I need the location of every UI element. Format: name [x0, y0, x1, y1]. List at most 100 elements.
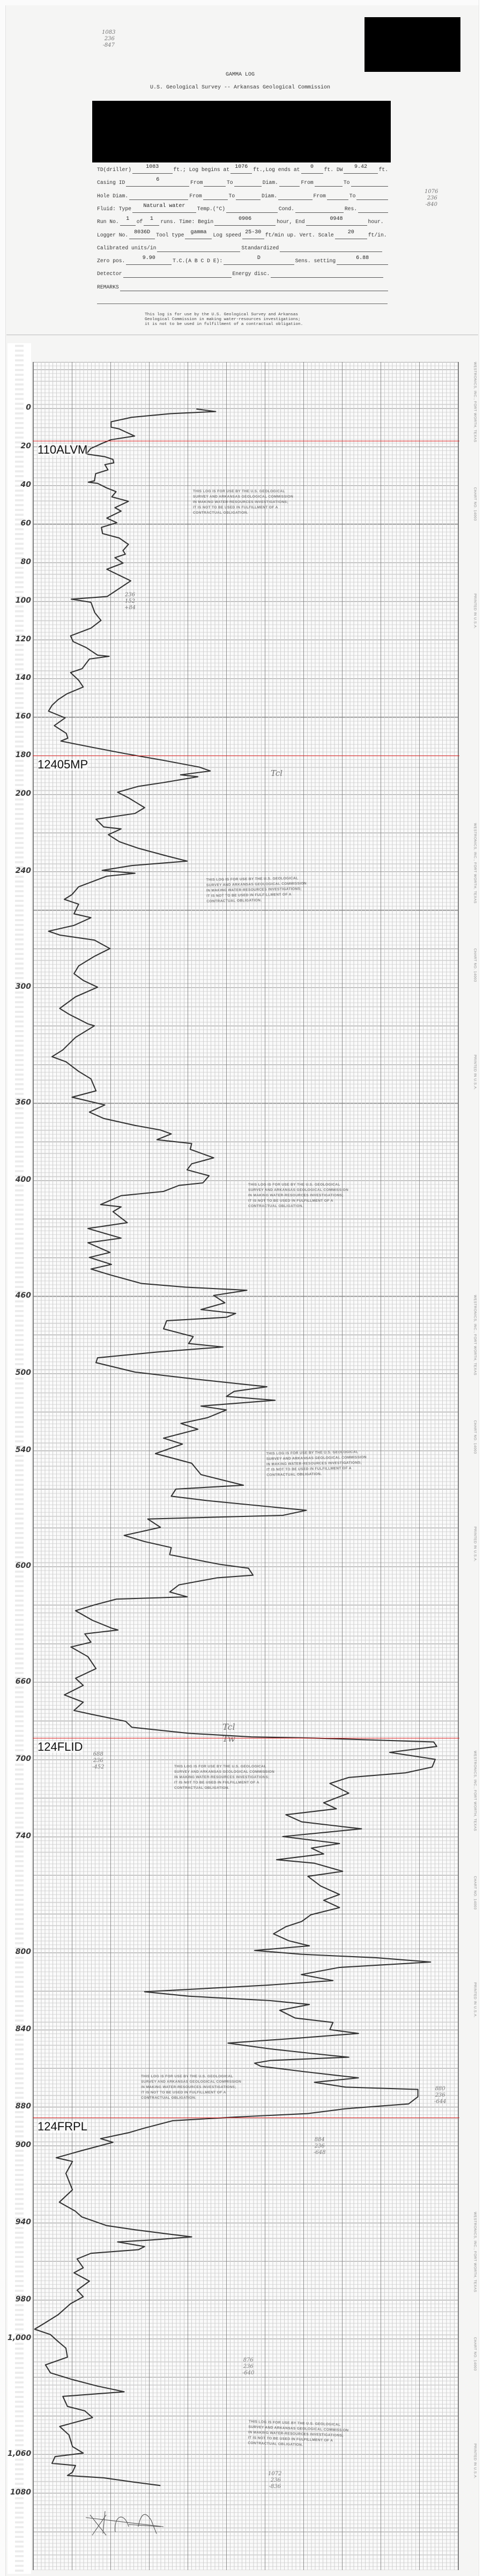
log-subtitle: U.S. Geological Survey -- Arkansas Geolo…	[150, 85, 331, 91]
disclaimer-line: This log is for use by the U.S. Geologic…	[145, 313, 299, 317]
form-value	[356, 190, 388, 200]
form-value	[203, 190, 228, 200]
form-row: Calibrated units/in Standardized	[97, 241, 389, 252]
form-label: ft.	[378, 167, 389, 173]
formation-top-label: 12405MP	[38, 758, 88, 771]
depth-tick-label: 600	[15, 1561, 31, 1570]
form-value	[123, 268, 232, 278]
form-value: 0906	[214, 216, 276, 226]
form-label: Fluid: Type	[97, 205, 131, 212]
stamp-line: IN MAKING WATER-RESOURCES INVESTIGATIONS…	[248, 1194, 344, 1197]
depth-tick-label: 1,060	[8, 2449, 32, 2458]
margin-printed: PRINTED IN U.S.A.	[473, 1527, 477, 1562]
stamp-line: THIS LOG IS FOR USE BY THE U.S. GEOLOGIC…	[193, 490, 285, 493]
form-label: Run No.	[97, 219, 119, 225]
form-label: Energy disc.	[232, 271, 270, 277]
depth-tick-label: 660	[15, 1677, 31, 1686]
depth-tick-label: 980	[15, 2295, 31, 2304]
form-value	[234, 176, 262, 187]
form-row: Fluid: Type Natural water Temp.(°C) Cond. Re…	[97, 202, 389, 213]
form-row: Hole Diam. From To Diam. From To	[97, 189, 389, 200]
form-value: 1076	[230, 164, 252, 174]
form-value	[120, 281, 388, 291]
depth-tick-label: 800	[15, 1948, 31, 1956]
handwritten-note: 1072 236 -836	[268, 2471, 282, 2490]
depth-tick-label: 0	[26, 403, 31, 412]
depth-tick-label: 400	[15, 1175, 31, 1184]
handwritten-note: 876 236 -640	[242, 2357, 255, 2376]
form-label: Log speed	[213, 232, 241, 238]
form-label: Cond.	[278, 205, 294, 212]
form-label: Casing ID	[97, 180, 125, 186]
margin-maker: WESTRONICS, INC., FORT WORTH, TEXAS	[473, 361, 477, 443]
margin-chart-no: CHART NO. 14003	[473, 1420, 477, 1454]
form-label: runs. Time: Begin	[160, 219, 214, 225]
form-value: 8036D	[129, 229, 155, 239]
formation-top-label: 124FLID	[38, 1740, 83, 1754]
form-value: 0	[301, 164, 323, 174]
form-value: 6.88	[337, 255, 388, 265]
form-label: REMARKS	[97, 284, 119, 290]
form-label: Hole Diam.	[97, 193, 129, 199]
form-label: Diam.	[262, 193, 278, 199]
form-label: Calibrated units/in	[97, 245, 157, 251]
handwritten-note: 1083 236 -847	[102, 29, 116, 48]
form-value	[295, 203, 344, 213]
margin-maker: WESTRONICS, INC., FORT WORTH, TEXAS	[473, 823, 477, 904]
depth-tick-label: 40	[20, 480, 31, 489]
form-label: To	[226, 180, 233, 186]
depth-tick-label: 1,000	[8, 2334, 32, 2342]
form-value	[204, 176, 226, 187]
depth-tick-label: 140	[15, 673, 31, 682]
form-value	[129, 190, 189, 200]
depth-tick-label: 900	[15, 2141, 31, 2149]
form-label: From	[189, 193, 202, 199]
redacted-well-identification	[92, 101, 391, 162]
depth-tick-label: 940	[15, 2218, 31, 2226]
margin-printed: PRINTED IN U.S.A.	[473, 1982, 477, 2018]
form-label: of	[136, 219, 143, 225]
disclaimer-line: it is not to be used in fulfillment of a…	[145, 322, 303, 327]
form-value: 20	[334, 229, 367, 239]
usage-stamp: THIS LOG IS FOR USE BY THE U.S. GEOLOGIC…	[206, 876, 307, 904]
depth-tick-label: 540	[15, 1446, 31, 1454]
form-label: Diam.	[262, 180, 278, 186]
depth-tick-label: 160	[15, 712, 31, 721]
form-label: From	[190, 180, 203, 186]
stamp-line: IT IS NOT TO BE USED IN FULFILLMENT OF A	[174, 1781, 259, 1785]
form-label: Temp.(°C)	[197, 205, 226, 212]
stamp-line: SURVEY AND ARKANSAS GEOLOGICAL COMMISSIO…	[174, 1770, 275, 1774]
form-label: ft/min up. Vert. Scale	[265, 232, 334, 238]
margin-chart-no: CHART NO. 14003	[473, 487, 477, 521]
form-value: 1083	[132, 164, 173, 174]
usage-stamp: THIS LOG IS FOR USE BY THE U.S. GEOLOGIC…	[141, 2074, 241, 2101]
form-value: 6	[126, 176, 190, 187]
form-label: To	[349, 193, 356, 199]
form-value	[351, 176, 389, 187]
redacted-block-top-right	[364, 17, 460, 72]
stamp-line: SURVEY AND ARKANSAS GEOLOGICAL COMMISSIO…	[193, 495, 294, 499]
form-label: To	[228, 193, 235, 199]
form-label: ft.,Log ends at	[253, 167, 300, 173]
form-label: Standardized	[241, 245, 279, 251]
form-value	[326, 190, 348, 200]
stamp-line: SURVEY AND ARKANSAS GEOLOGICAL COMMISSIO…	[248, 1188, 349, 1192]
depth-tick-label: 300	[15, 982, 31, 991]
form-label: Sens. setting	[295, 258, 336, 264]
handwritten-note: Tcl Tw	[222, 1722, 235, 1744]
margin-printed: PRINTED IN U.S.A.	[473, 2444, 477, 2479]
form-label: From	[301, 180, 314, 186]
form-value: D	[224, 255, 294, 265]
depth-tick-label: 120	[15, 635, 31, 643]
stamp-line: THIS LOG IS FOR USE BY THE U.S. GEOLOGIC…	[141, 2075, 233, 2078]
form-value: Natural water	[132, 203, 196, 213]
form-value	[280, 242, 383, 252]
form-label: Res.	[344, 205, 358, 212]
form-row: Logger No. 8036D Tool type gamma Log speed 25…	[97, 228, 389, 239]
margin-chart-no: CHART NO. 14003	[473, 2337, 477, 2371]
form-value	[157, 242, 241, 252]
margin-chart-no: CHART NO. 14003	[473, 1876, 477, 1910]
form-value	[271, 268, 384, 278]
form-value: 0948	[306, 216, 367, 226]
stamp-line: IN MAKING WATER-RESOURCES INVESTIGATIONS…	[193, 500, 288, 504]
